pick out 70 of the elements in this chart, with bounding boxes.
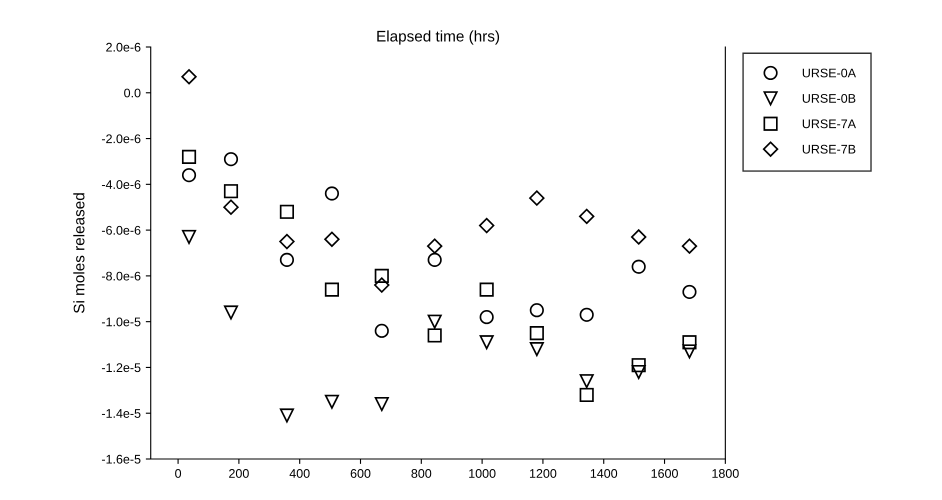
y-axis-title: Si moles released	[73, 193, 84, 314]
point	[632, 358, 646, 372]
point	[374, 324, 389, 338]
point	[630, 229, 646, 245]
x-tick-label: 400	[290, 469, 310, 478]
point	[428, 252, 442, 267]
y-tick-label: -1.6e-5	[102, 454, 140, 464]
legend-label: URSE-7A	[802, 119, 856, 128]
point	[530, 326, 544, 340]
point	[374, 277, 390, 293]
x-tick-label: 1400	[590, 469, 618, 478]
point	[580, 388, 594, 402]
y-tick-label: -1.2e-5	[102, 363, 140, 372]
point	[682, 284, 697, 299]
point	[223, 200, 239, 215]
point	[224, 184, 238, 198]
y-tick-label: -4.0e-6	[102, 180, 140, 189]
point	[480, 310, 494, 324]
point	[632, 260, 646, 274]
point	[224, 152, 238, 166]
x-tick-label: 1800	[712, 469, 739, 478]
point	[279, 234, 295, 250]
point	[580, 374, 594, 388]
x-tick-label: 1000	[469, 469, 496, 478]
x-tick-label: 1600	[652, 469, 678, 478]
point	[280, 252, 294, 267]
point	[324, 282, 340, 297]
point	[374, 396, 389, 412]
y-tick-label: 0.0	[124, 88, 141, 98]
point	[428, 328, 442, 342]
y-tick-label: -6.0e-6	[102, 226, 140, 235]
y-tick-label: 2.0e-6	[106, 42, 140, 52]
point	[182, 230, 196, 244]
x-tick-label: 0	[175, 469, 182, 478]
x-tick-label: 600	[350, 469, 370, 478]
point	[182, 150, 196, 164]
point	[580, 308, 594, 322]
point	[426, 238, 442, 254]
y-tick-label: -1.0e-5	[102, 317, 140, 326]
point	[324, 394, 340, 409]
point	[280, 408, 294, 423]
x-tick-label: 800	[411, 469, 432, 478]
point	[530, 303, 544, 318]
x-tick-label: 1200	[530, 469, 556, 478]
point	[182, 168, 196, 182]
point	[578, 208, 594, 224]
y-tick-label: -8.0e-6	[102, 272, 140, 281]
legend-label: URSE-0A	[802, 68, 856, 78]
point	[480, 335, 494, 350]
point	[530, 342, 544, 356]
y-tick-label: -2.0e-6	[102, 134, 140, 144]
point	[529, 190, 545, 206]
legend-label: URSE-0B	[802, 94, 856, 103]
point	[682, 344, 697, 359]
point	[374, 268, 389, 283]
y-tick-label: -1.4e-5	[102, 409, 140, 418]
x-axis-title: Elapsed time (hrs)	[377, 30, 500, 45]
point	[428, 314, 442, 329]
point	[280, 204, 294, 219]
point	[682, 335, 697, 350]
point	[632, 364, 646, 380]
point	[478, 218, 494, 234]
point	[480, 282, 494, 297]
point	[324, 232, 340, 247]
x-tick-label: 200	[229, 469, 249, 478]
point	[324, 186, 340, 201]
point	[682, 238, 698, 254]
point	[224, 305, 238, 320]
point	[181, 69, 197, 84]
legend-label: URSE-7B	[802, 144, 856, 154]
